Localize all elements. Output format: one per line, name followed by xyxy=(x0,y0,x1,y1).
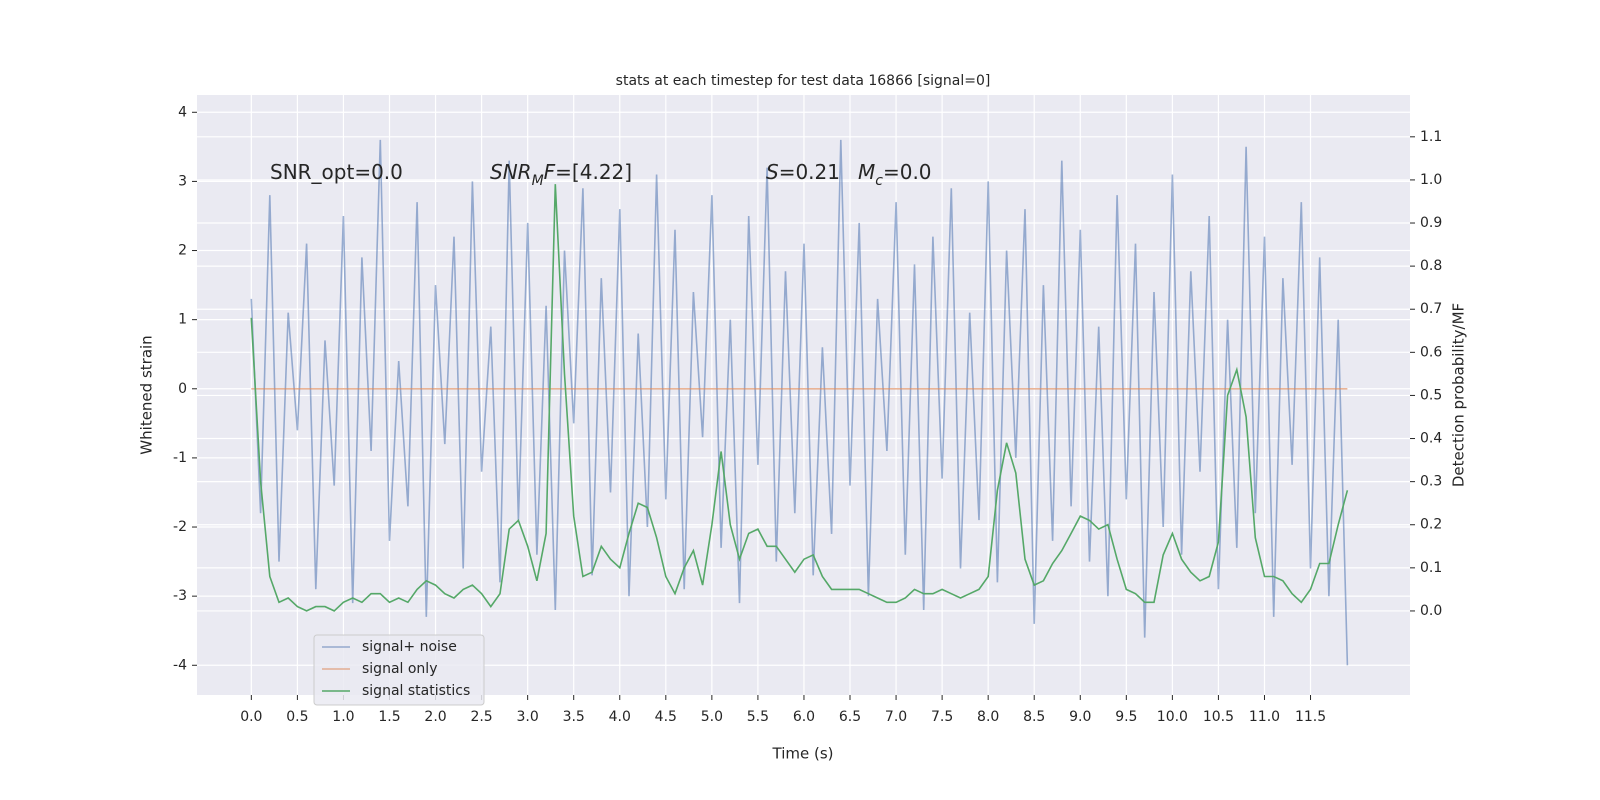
x-tick-label: 5.5 xyxy=(747,709,769,725)
x-tick-label: 8.5 xyxy=(1023,709,1045,725)
annotation-part: SNR xyxy=(490,160,532,184)
x-tick-label: 8.0 xyxy=(977,709,999,725)
x-tick-label: 10.5 xyxy=(1203,709,1234,725)
legend-label: signal statistics xyxy=(362,683,470,699)
annotation-part: SNR_opt=0.0 xyxy=(270,160,403,184)
y-axis-label: Whitened strain xyxy=(138,335,156,454)
annotation-part: M xyxy=(532,173,544,189)
annotation: SNR_opt=0.0 xyxy=(270,160,403,184)
y-tick-label: 4 xyxy=(178,104,187,120)
x-tick-label: 7.5 xyxy=(931,709,953,725)
x-tick-label: 1.5 xyxy=(378,709,400,725)
y2-axis-label: Detection probability/MF xyxy=(1450,303,1468,487)
y-tick-label: -4 xyxy=(173,657,187,673)
y-tick-label: 3 xyxy=(178,173,187,189)
y-tick-label: -3 xyxy=(173,588,187,604)
legend-label: signal only xyxy=(362,661,437,677)
y-tick-label: -1 xyxy=(173,450,187,466)
y2-tick-label: 0.0 xyxy=(1420,603,1442,619)
x-tick-label: 7.0 xyxy=(885,709,907,725)
annotation-part: S xyxy=(766,160,779,184)
y-tick-label: -2 xyxy=(173,519,187,535)
annotation: S=0.21 xyxy=(766,160,840,184)
x-axis-label: Time (s) xyxy=(772,745,834,763)
x-tick-label: 4.5 xyxy=(655,709,677,725)
y2-tick-label: 0.2 xyxy=(1420,517,1442,533)
y2-tick-label: 0.8 xyxy=(1420,258,1442,274)
x-tick-label: 4.0 xyxy=(609,709,631,725)
y2-tick-label: 0.6 xyxy=(1420,344,1442,360)
annotation-part: c xyxy=(875,173,883,189)
y-tick-label: 1 xyxy=(178,312,187,328)
y2-tick-label: 1.0 xyxy=(1420,172,1442,188)
legend-box xyxy=(313,634,485,706)
x-tick-label: 5.0 xyxy=(701,709,723,725)
x-tick-label: 10.0 xyxy=(1157,709,1188,725)
x-tick-label: 2.5 xyxy=(470,709,492,725)
y2-tick-label: 0.3 xyxy=(1420,474,1442,490)
annotation: Mc=0.0 xyxy=(858,160,932,190)
y2-tick-label: 0.1 xyxy=(1420,560,1442,576)
x-tick-label: 0.5 xyxy=(286,709,308,725)
y2-tick-label: 0.5 xyxy=(1420,387,1442,403)
annotation-part: =0.21 xyxy=(779,160,840,184)
legend-label: signal+ noise xyxy=(362,639,457,655)
x-tick-label: 3.5 xyxy=(563,709,585,725)
annotation-part: M xyxy=(858,160,875,184)
y-tick-label: 0 xyxy=(178,381,187,397)
y2-tick-label: 1.1 xyxy=(1420,129,1442,145)
y2-tick-label: 0.7 xyxy=(1420,301,1442,317)
x-tick-label: 9.5 xyxy=(1115,709,1137,725)
x-tick-label: 6.5 xyxy=(839,709,861,725)
y2-tick-label: 0.9 xyxy=(1420,215,1442,231)
x-tick-label: 2.0 xyxy=(424,709,446,725)
x-tick-label: 11.0 xyxy=(1249,709,1280,725)
x-tick-label: 1.0 xyxy=(332,709,354,725)
x-tick-label: 11.5 xyxy=(1295,709,1326,725)
x-tick-label: 6.0 xyxy=(793,709,815,725)
annotation: SNRMF=[4.22] xyxy=(490,160,632,190)
annotation-part: F xyxy=(544,160,556,184)
y2-tick-label: 0.4 xyxy=(1420,431,1442,447)
x-tick-label: 0.0 xyxy=(240,709,262,725)
annotation-part: =0.0 xyxy=(883,160,932,184)
lines xyxy=(250,139,1349,666)
y-tick-label: 2 xyxy=(178,243,187,259)
series-line xyxy=(250,139,1349,666)
x-tick-label: 3.0 xyxy=(517,709,539,725)
chart-title: stats at each timestep for test data 168… xyxy=(616,73,991,89)
annotation-part: =[4.22] xyxy=(555,160,632,184)
x-tick-label: 9.0 xyxy=(1069,709,1091,725)
series-line xyxy=(250,184,1349,612)
